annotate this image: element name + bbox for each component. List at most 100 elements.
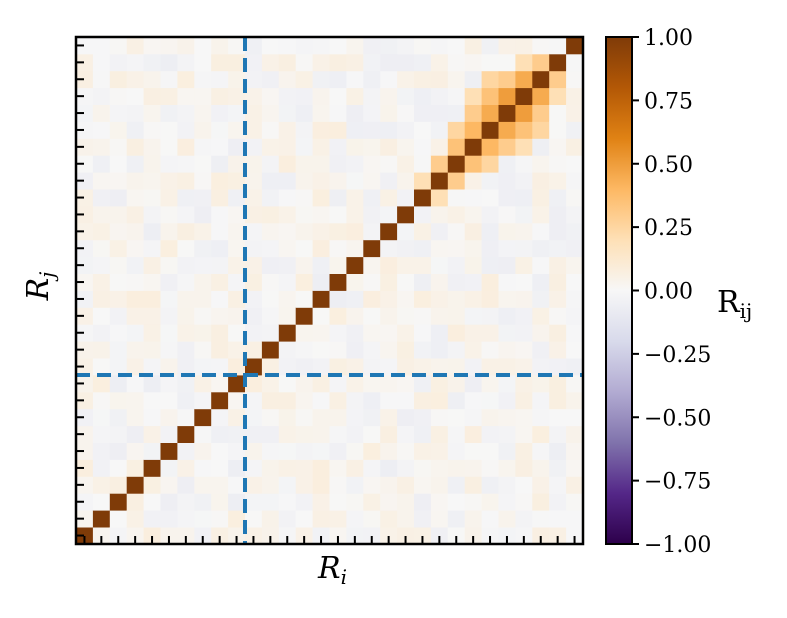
heatmap-cell xyxy=(211,256,229,274)
heatmap-cell xyxy=(532,87,550,105)
heatmap-cell xyxy=(92,442,111,460)
heatmap-cell xyxy=(261,70,280,89)
heatmap-cell xyxy=(515,189,533,207)
x-axis-label: Ri xyxy=(317,551,347,589)
heatmap-cell xyxy=(329,70,347,89)
heatmap-cell xyxy=(566,476,584,494)
heatmap-cell xyxy=(109,87,128,105)
heatmap-cell xyxy=(498,375,516,393)
heatmap-cell xyxy=(363,70,381,89)
heatmap-cell xyxy=(76,53,94,72)
heatmap-cell xyxy=(447,239,466,258)
heatmap-cell xyxy=(430,391,449,410)
heatmap-cell xyxy=(566,408,584,427)
heatmap-cell xyxy=(312,510,330,528)
heatmap-cell xyxy=(295,290,313,308)
heatmap-cell xyxy=(566,239,584,258)
heatmap-cell-diagonal xyxy=(312,290,330,308)
heatmap-cell xyxy=(414,391,432,410)
heatmap-cell xyxy=(464,459,482,477)
heatmap-cell xyxy=(498,510,516,528)
heatmap-cell xyxy=(532,290,550,308)
heatmap-cell xyxy=(498,172,516,190)
divider-lines xyxy=(76,37,583,544)
heatmap-cell xyxy=(177,358,195,376)
heatmap-cell xyxy=(363,155,381,173)
heatmap-cell xyxy=(447,222,466,241)
heatmap-cell xyxy=(194,442,212,460)
heatmap-cell xyxy=(177,121,195,139)
heatmap-cell xyxy=(346,459,364,477)
heatmap-cell xyxy=(414,239,432,258)
heatmap-cell xyxy=(109,138,128,156)
heatmap-cell xyxy=(532,324,550,342)
heatmap-cell xyxy=(109,459,128,477)
heatmap-cell xyxy=(329,307,347,325)
heatmap-cell xyxy=(363,425,381,443)
heatmap-cell xyxy=(397,121,415,139)
heatmap-cell xyxy=(228,324,246,342)
heatmap-cell xyxy=(76,104,94,122)
heatmap-cell xyxy=(498,256,516,274)
heatmap-cell xyxy=(464,358,482,376)
heatmap-cell xyxy=(414,172,432,190)
y-axis-ticks xyxy=(76,44,84,537)
heatmap-cell xyxy=(363,104,381,122)
heatmap-cell xyxy=(566,527,584,545)
heatmap-cell-diagonal xyxy=(346,256,364,274)
heatmap-cell xyxy=(245,324,263,342)
heatmap-cell xyxy=(295,425,313,443)
heatmap-cell xyxy=(295,493,313,511)
heatmap-cell xyxy=(532,121,550,139)
heatmap-cell xyxy=(160,358,178,376)
heatmap-cell xyxy=(295,104,313,122)
heatmap-cell xyxy=(346,273,364,291)
heatmap-cell xyxy=(515,459,533,477)
heatmap-cell xyxy=(312,307,330,325)
colorbar-ticks: 1.00 0.75 0.50 0.25 0.00 −0.25 −0.50 −0.75 −1.00 xyxy=(632,26,711,558)
heatmap-cell xyxy=(329,172,347,190)
heatmap-cell xyxy=(126,138,144,156)
heatmap-cell xyxy=(295,391,313,410)
heatmap-cell xyxy=(177,307,195,325)
heatmap-cell xyxy=(92,425,111,443)
heatmap-cell xyxy=(498,341,516,359)
heatmap-cell-diagonal xyxy=(92,510,111,528)
heatmap-cell xyxy=(278,87,297,105)
heatmap-cell xyxy=(532,155,550,173)
heatmap-cell-diagonal xyxy=(295,307,313,325)
heatmap-cell xyxy=(380,341,398,359)
heatmap-cell xyxy=(447,121,466,139)
heatmap-cell xyxy=(532,138,550,156)
heatmap-cell xyxy=(312,527,330,545)
heatmap-cell xyxy=(278,290,297,308)
heatmap-cell xyxy=(447,37,466,55)
heatmap-cell xyxy=(312,70,330,89)
heatmap-cell xyxy=(295,53,313,72)
heatmap-cell xyxy=(278,70,297,89)
heatmap-cell xyxy=(211,155,229,173)
heatmap-cell xyxy=(346,189,364,207)
heatmap-cell xyxy=(126,324,144,342)
heatmap-cell xyxy=(295,121,313,139)
heatmap-cell xyxy=(312,476,330,494)
heatmap-cell xyxy=(498,290,516,308)
heatmap-cell xyxy=(160,510,178,528)
heatmap-cell xyxy=(566,53,584,72)
heatmap-cell xyxy=(380,138,398,156)
heatmap-cell xyxy=(194,307,212,325)
heatmap-cell xyxy=(430,375,449,393)
heatmap-cell xyxy=(295,324,313,342)
heatmap-cell xyxy=(92,121,111,139)
heatmap-cell xyxy=(278,239,297,258)
heatmap-cell xyxy=(414,510,432,528)
heatmap-cell xyxy=(295,37,313,55)
heatmap-cell xyxy=(194,527,212,545)
heatmap-cell xyxy=(92,70,111,89)
heatmap-cell xyxy=(329,425,347,443)
heatmap-cell xyxy=(498,87,516,105)
heatmap-cell xyxy=(194,273,212,291)
heatmap-cell xyxy=(92,53,111,72)
heatmap-cell xyxy=(515,222,533,241)
heatmap-cell xyxy=(126,408,144,427)
